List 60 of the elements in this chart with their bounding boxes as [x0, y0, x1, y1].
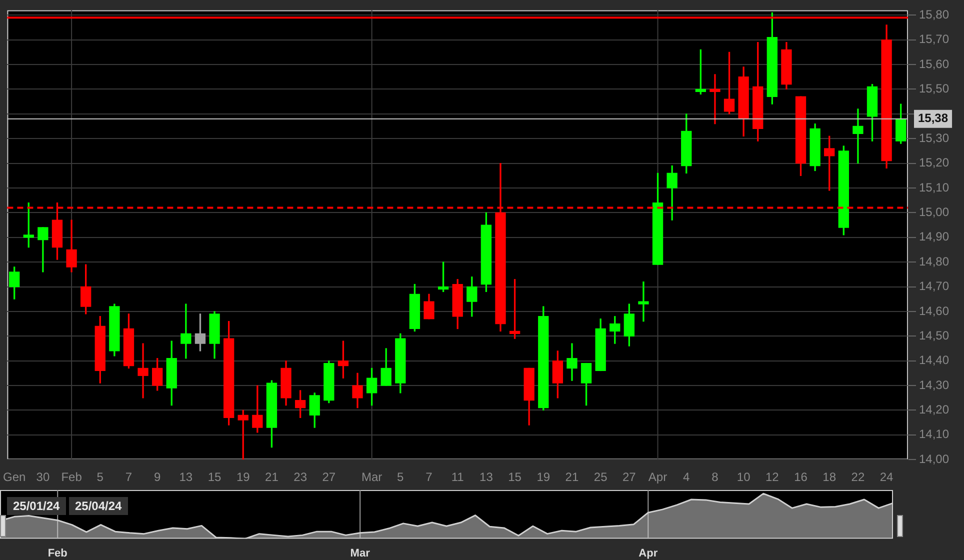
y-tick-label: 15,80	[919, 7, 950, 22]
annotation: 25/04/24	[69, 497, 128, 515]
x-tick-label: 7	[125, 470, 132, 484]
candlestick	[638, 281, 649, 322]
x-tick-label: 15	[508, 470, 522, 484]
x-tick-label: 30	[36, 470, 50, 484]
x-tick-label: 9	[154, 470, 161, 484]
y-tick-label: 15,00	[919, 204, 950, 219]
y-tick-label: 14,40	[919, 353, 950, 368]
x-tick-label: Feb	[48, 547, 68, 560]
x-tick-label: Apr	[638, 547, 658, 560]
x-tick-label: 5	[397, 470, 404, 484]
x-tick-label: 19	[236, 470, 250, 484]
y-tick-label: 14,30	[919, 378, 950, 392]
x-tick-label: 21	[265, 470, 279, 484]
x-tick-label: 24	[880, 470, 894, 484]
x-tick-label: 11	[451, 470, 464, 484]
candlestick	[852, 108, 864, 164]
x-tick-label: 13	[179, 470, 193, 484]
x-tick-label: Mar	[361, 470, 382, 484]
y-tick-label: 14,80	[919, 254, 950, 268]
x-tick-label: 19	[536, 470, 550, 484]
y-tick-label: 14,20	[919, 402, 950, 417]
x-tick-label: 8	[712, 470, 719, 484]
y-tick-label: 14,50	[919, 328, 950, 342]
x-tick-label: 27	[322, 470, 336, 484]
x-tick-label: 16	[794, 470, 808, 484]
candlestick	[710, 74, 720, 124]
x-tick-label: 27	[622, 470, 636, 484]
x-tick-label: 7	[426, 470, 433, 484]
x-tick-label: 18	[822, 470, 836, 484]
x-tick-label: 10	[736, 470, 751, 484]
candlestick	[138, 343, 148, 398]
x-tick-label: 13	[480, 470, 494, 484]
y-tick-label: 15,70	[919, 32, 950, 46]
x-tick-label: 25	[594, 470, 608, 484]
y-tick-label: 15,20	[919, 156, 950, 170]
x-tick-label: 23	[294, 470, 308, 484]
x-tick-label: Gen	[2, 470, 26, 484]
y-tick-label: 15,10	[919, 180, 950, 194]
candlestick	[180, 304, 192, 359]
y-tick-label: 14,10	[919, 427, 950, 442]
x-tick-label: 22	[851, 470, 865, 484]
x-tick-label: 4	[683, 470, 690, 484]
x-tick-label: Mar	[350, 547, 371, 560]
y-tick-label: 15,60	[919, 56, 950, 71]
y-tick-label: 14,00	[919, 452, 950, 466]
x-tick-label: 12	[765, 470, 780, 484]
x-tick-label: 21	[565, 470, 579, 484]
y-tick-label: 14,90	[919, 230, 950, 244]
y-tick-label: 14,60	[919, 304, 950, 318]
ref-line-label: 15,38	[918, 111, 948, 126]
y-tick-label: 15,30	[919, 130, 950, 145]
x-tick-label: Feb	[61, 470, 82, 484]
y-tick-label: 15,50	[919, 82, 950, 96]
x-tick-label: 15	[208, 470, 222, 484]
annotation: 25/01/24	[7, 497, 66, 515]
x-tick-label: Apr	[648, 470, 668, 484]
x-tick-label: 5	[96, 470, 104, 484]
y-tick-label: 14,70	[919, 279, 950, 294]
